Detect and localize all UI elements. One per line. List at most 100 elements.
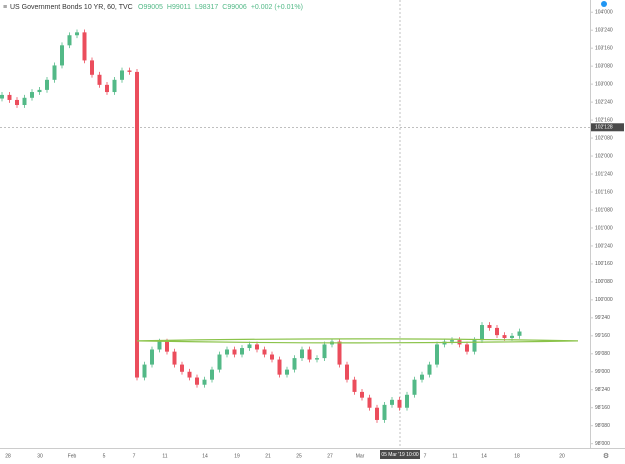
x-tick-label: 18 xyxy=(514,453,520,459)
candle-body xyxy=(97,74,102,85)
candle-body xyxy=(397,399,402,408)
y-tick-label: 103'000 xyxy=(595,81,613,87)
menu-icon[interactable]: ≡ xyxy=(3,4,7,11)
candle-body xyxy=(382,404,387,420)
candle-body xyxy=(487,325,492,328)
x-tick-label: 28 xyxy=(5,453,11,459)
alert-icon[interactable] xyxy=(601,1,607,7)
candle-body xyxy=(465,344,469,352)
y-tick-label: 100'080 xyxy=(595,279,613,285)
y-tick-label: 102'160 xyxy=(595,117,613,123)
ohlc-value: C99006 xyxy=(222,4,247,11)
candle-body xyxy=(345,364,349,380)
settings-icon[interactable]: ⚙ xyxy=(603,452,609,460)
candle-body xyxy=(45,79,49,90)
y-tick-label: 98'240 xyxy=(595,387,610,393)
y-tick-label: 102'000 xyxy=(595,153,613,159)
candle-body xyxy=(390,399,394,405)
crosshair-time-label: 05 Mar '19 10:00 xyxy=(381,452,419,458)
candle-body xyxy=(300,349,304,359)
candle-body xyxy=(495,327,499,336)
candle-body xyxy=(82,32,87,61)
candle-body xyxy=(217,354,222,370)
y-tick-label: 103'240 xyxy=(595,28,613,34)
y-tick-label: 101'240 xyxy=(595,171,613,177)
x-tick-label: 20 xyxy=(559,453,565,459)
y-tick-label: 98'000 xyxy=(595,441,610,447)
ohlc-value: H99011 xyxy=(167,4,191,11)
x-tick-label: Feb xyxy=(68,453,77,459)
candle-body xyxy=(127,70,132,72)
ohlc-value: L98317 xyxy=(195,4,218,11)
candle-body xyxy=(135,71,139,378)
candle-body xyxy=(112,79,117,93)
y-tick-label: 103'160 xyxy=(595,46,613,52)
candle-body xyxy=(292,358,297,370)
candle-body xyxy=(75,32,79,36)
candle-body xyxy=(120,70,124,80)
candle-body xyxy=(30,92,34,98)
candle-body xyxy=(180,364,184,372)
crosshair-time-box xyxy=(380,450,420,459)
candle-body xyxy=(90,60,94,75)
x-tick-label: 7 xyxy=(133,453,136,459)
candle-body xyxy=(427,364,432,375)
candle-body xyxy=(352,379,357,392)
y-tick-label: 102'240 xyxy=(595,99,613,105)
candle-body xyxy=(420,374,424,380)
y-tick-label: 100'000 xyxy=(595,297,613,303)
candle-body xyxy=(202,379,207,385)
candle-body xyxy=(60,45,64,66)
candle-body xyxy=(502,335,507,338)
candle-body xyxy=(187,371,192,378)
y-tick-label: 99'240 xyxy=(595,315,610,321)
candle-body xyxy=(195,377,199,385)
candle-body xyxy=(262,349,267,355)
candle-body xyxy=(322,344,327,359)
header-bg xyxy=(0,2,340,12)
y-tick-label: 99'080 xyxy=(595,351,610,357)
candle-body xyxy=(210,369,214,380)
x-tick-label: Mar xyxy=(356,453,365,459)
x-tick-label: 19 xyxy=(234,453,240,459)
candle-body xyxy=(450,340,454,342)
candle-body xyxy=(435,344,439,365)
candle-body xyxy=(0,94,4,99)
y-tick-label: 100'240 xyxy=(595,243,613,249)
candle-body xyxy=(412,379,417,395)
candle-body xyxy=(277,359,282,375)
y-tick-label: 103'080 xyxy=(595,63,613,69)
y-tick-label: 98'160 xyxy=(595,405,610,411)
candle-body xyxy=(240,348,244,355)
candle-body xyxy=(315,358,319,360)
ohlc-value: O99005 xyxy=(138,4,163,11)
y-tick-label: 101'160 xyxy=(595,189,613,195)
candle-body xyxy=(15,99,19,105)
candle-body xyxy=(37,89,42,93)
x-tick-label: 30 xyxy=(37,453,43,459)
y-tick-label: 98'080 xyxy=(595,423,610,429)
x-tick-label: 21 xyxy=(265,453,271,459)
crosshair-price-box xyxy=(591,123,624,132)
candle-body xyxy=(67,35,72,46)
x-tick-label: 14 xyxy=(481,453,487,459)
x-tick-label: 11 xyxy=(162,453,167,459)
x-tick-label: 25 xyxy=(296,453,302,459)
candle-body xyxy=(225,349,229,355)
candle-body xyxy=(285,369,289,375)
candle-body xyxy=(255,344,259,350)
x-tick-label: 5 xyxy=(103,453,106,459)
y-tick-label: 101'000 xyxy=(595,225,613,231)
candle-body xyxy=(375,407,379,420)
candle-body xyxy=(360,391,364,398)
candle-body xyxy=(472,340,477,352)
candle-body xyxy=(157,341,162,350)
candle-body xyxy=(480,325,484,341)
candle-body xyxy=(405,394,409,408)
candle-body xyxy=(105,84,109,93)
candle-body xyxy=(172,351,177,365)
y-tick-label: 99'000 xyxy=(595,369,610,375)
candle-body xyxy=(7,94,12,100)
